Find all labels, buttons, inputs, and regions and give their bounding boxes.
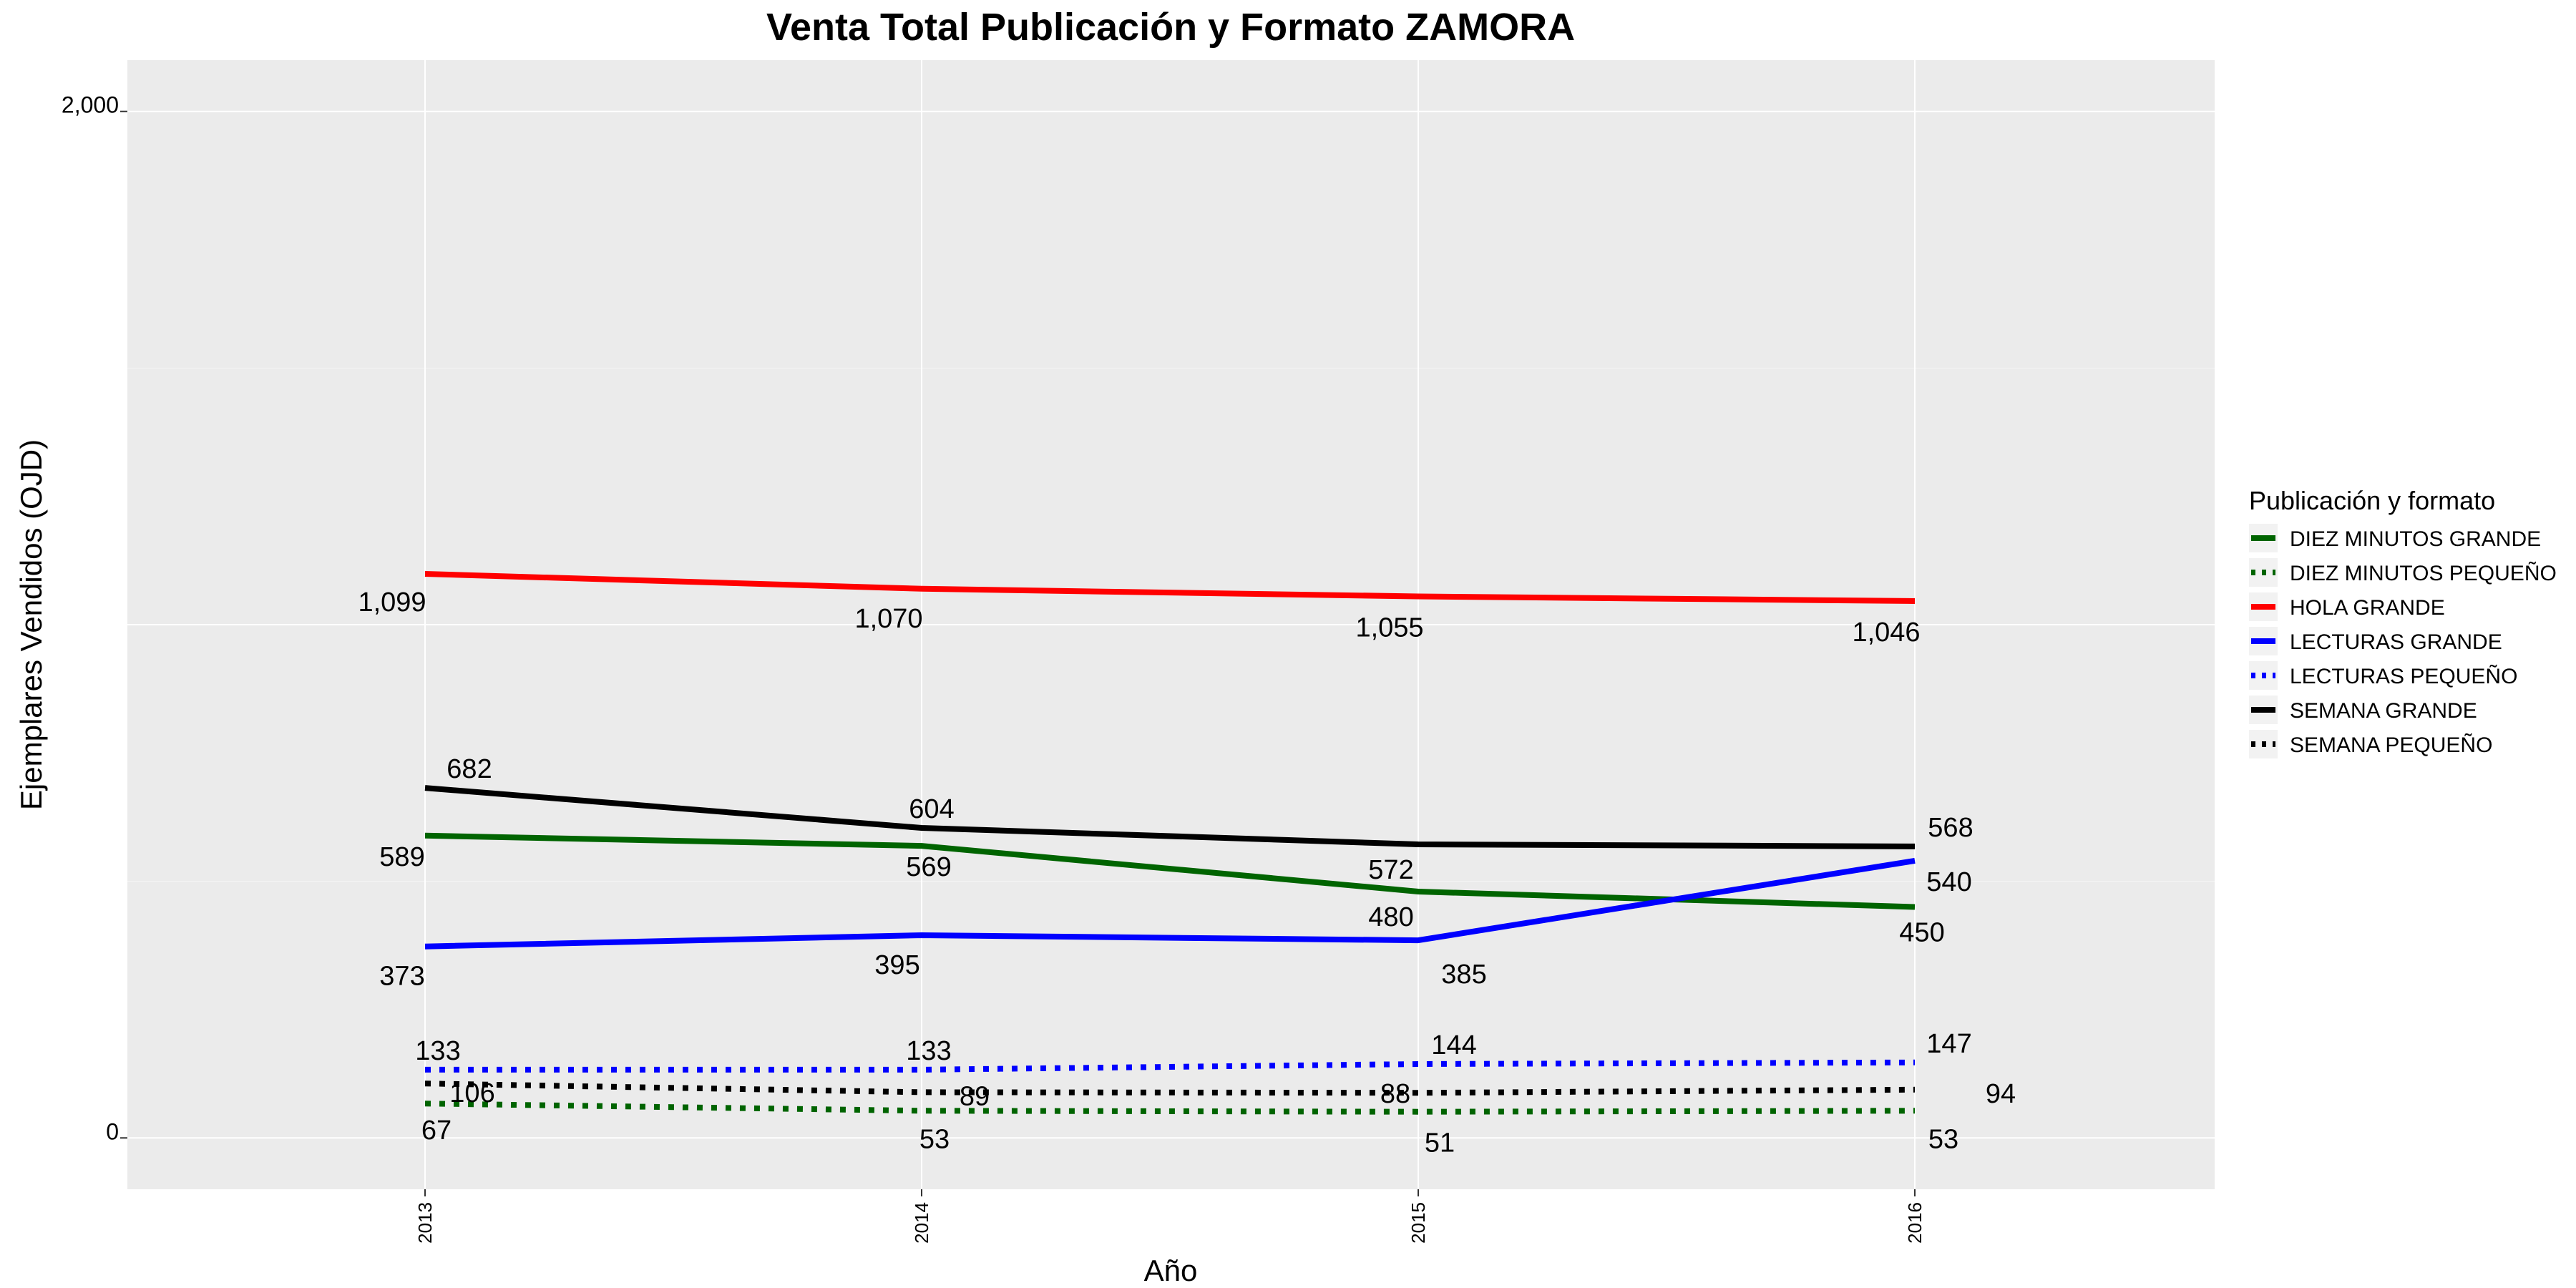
data-label: 89 <box>960 1081 990 1111</box>
data-label: 94 <box>1986 1079 2016 1109</box>
data-label: 1,046 <box>1852 618 1920 648</box>
series-line <box>425 1059 1916 1073</box>
y-axis-title: Ejemplares Vendidos (OJD) <box>14 439 48 810</box>
series-line <box>424 1101 1916 1115</box>
legend-label: DIEZ MINUTOS PEQUEÑO <box>2290 561 2557 585</box>
data-label: 589 <box>379 842 424 872</box>
data-label: 604 <box>909 794 954 824</box>
legend-label: SEMANA PEQUEÑO <box>2290 733 2492 757</box>
series-line <box>424 857 1916 950</box>
legend-label: DIEZ MINUTOS GRANDE <box>2290 527 2541 551</box>
legend-label: LECTURAS PEQUEÑO <box>2290 664 2517 688</box>
data-label: 133 <box>906 1036 951 1066</box>
data-label: 373 <box>379 962 424 992</box>
data-label: 572 <box>1368 855 1413 885</box>
data-label: 540 <box>1926 867 1971 897</box>
series-line <box>424 571 1916 604</box>
series-line <box>424 785 1916 849</box>
data-label: 480 <box>1368 902 1413 932</box>
data-label: 53 <box>1928 1124 1958 1154</box>
x-tick-label: 2014 <box>911 1202 932 1244</box>
data-label: 106 <box>449 1078 494 1108</box>
x-tick-label: 2013 <box>414 1202 436 1244</box>
data-label: 395 <box>874 950 919 980</box>
data-label: 147 <box>1926 1029 1971 1059</box>
legend-label: LECTURAS GRANDE <box>2290 630 2502 654</box>
data-label: 53 <box>919 1124 950 1154</box>
series-lines <box>424 571 1916 1115</box>
data-label: 1,055 <box>1355 613 1423 643</box>
data-label: 88 <box>1380 1079 1410 1109</box>
y-tick-label: 0 <box>106 1118 119 1144</box>
x-tick-label: 2015 <box>1407 1202 1429 1244</box>
x-axis-title: Año <box>1144 1254 1198 1287</box>
data-label: 450 <box>1899 918 1944 948</box>
data-label: 682 <box>447 754 492 784</box>
data-label: 568 <box>1928 813 1973 843</box>
series-line <box>424 1080 1916 1096</box>
legend-title: Publicación y formato <box>2249 486 2495 515</box>
legend: Publicación y formato DIEZ MINUTOS GRAND… <box>2249 486 2557 758</box>
chart-title: Venta Total Publicación y Formato ZAMORA <box>766 6 1575 49</box>
data-label: 1,070 <box>854 604 922 634</box>
data-label: 51 <box>1425 1128 1455 1158</box>
legend-label: HOLA GRANDE <box>2290 596 2445 620</box>
legend-label: SEMANA GRANDE <box>2290 699 2477 723</box>
grid-lines <box>127 60 2215 1189</box>
axis-ticks: 0 2,000 2013 2014 2015 2016 <box>62 92 1926 1244</box>
data-label: 385 <box>1441 960 1486 990</box>
data-label: 144 <box>1431 1030 1476 1060</box>
data-labels: 589 569 480 450 67 53 51 53 1,099 1,070 1,055 1,046… <box>358 587 2016 1158</box>
y-tick-label: 2,000 <box>62 92 119 118</box>
data-label: 1,099 <box>358 587 426 618</box>
data-label: 569 <box>906 852 951 882</box>
x-tick-label: 2016 <box>1904 1202 1926 1244</box>
data-label: 67 <box>421 1116 452 1146</box>
data-label: 133 <box>415 1036 460 1066</box>
